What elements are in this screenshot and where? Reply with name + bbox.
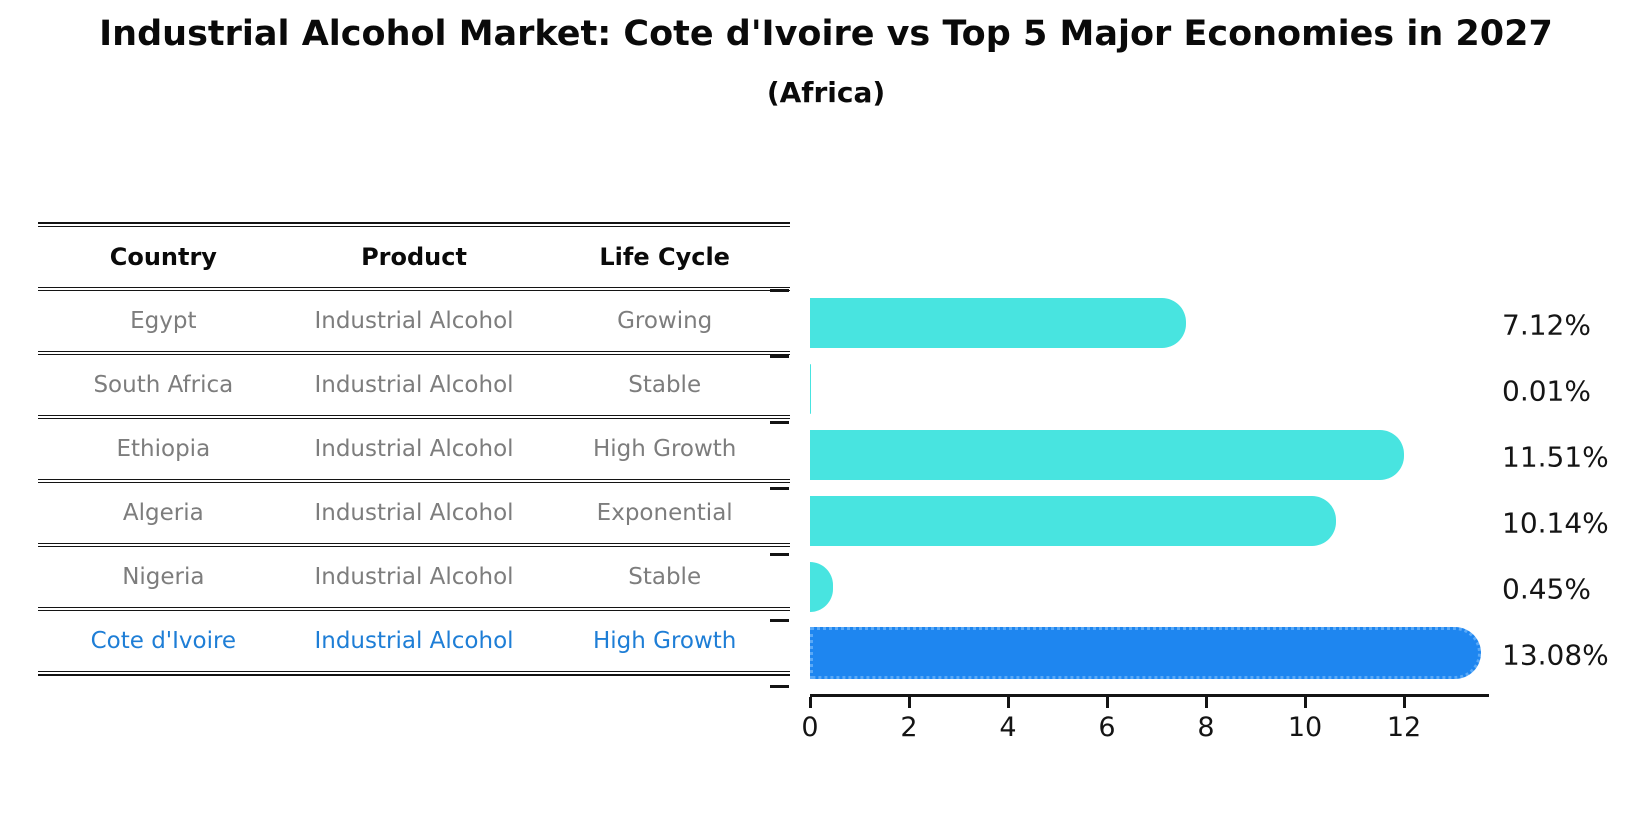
y-axis-minor-tick xyxy=(770,487,789,490)
table-cell-life-cycle: Growing xyxy=(617,308,713,334)
table-header-row: Country Product Life Cycle xyxy=(38,226,790,288)
bar-value-label: 7.12% xyxy=(1502,308,1591,342)
bar-algeria xyxy=(810,496,1336,546)
x-axis-tick-label: 2 xyxy=(900,712,918,743)
table-cell-life-cycle: Exponential xyxy=(596,500,733,526)
table-cell-product: Industrial Alcohol xyxy=(314,372,514,398)
chart-subtitle: (Africa) xyxy=(766,76,886,109)
x-axis-tick-label: 12 xyxy=(1386,712,1422,743)
x-axis-line xyxy=(810,694,1489,697)
y-axis-minor-tick xyxy=(770,355,789,358)
table-cell-product: Industrial Alcohol xyxy=(314,628,514,654)
bar-value-label: 0.45% xyxy=(1502,572,1591,606)
table-cell-life-cycle: Stable xyxy=(628,372,702,398)
table-cell-product: Industrial Alcohol xyxy=(314,564,514,590)
y-axis-minor-tick xyxy=(770,421,789,424)
table-body: Egypt Industrial Alcohol Growing South Afri… xyxy=(38,290,790,672)
table-header-life-cycle: Life Cycle xyxy=(599,243,730,271)
bar-cote-d-ivoire xyxy=(810,627,1482,679)
table-cell-country: Nigeria xyxy=(122,564,205,590)
table-row-ethiopia: Ethiopia Industrial Alcohol High Growth xyxy=(38,418,790,480)
x-axis-tick xyxy=(809,697,812,708)
y-axis-minor-tick xyxy=(770,289,789,292)
table-cell-country: South Africa xyxy=(93,372,234,398)
x-axis-tick xyxy=(908,697,911,708)
table-cell-product: Industrial Alcohol xyxy=(314,500,514,526)
bar-ethiopia xyxy=(810,430,1404,480)
table-row-algeria: Algeria Industrial Alcohol Exponential xyxy=(38,482,790,544)
x-axis-tick xyxy=(1403,697,1406,708)
y-axis-minor-tick xyxy=(770,619,789,622)
table-row-nigeria: Nigeria Industrial Alcohol Stable xyxy=(38,546,790,608)
table-cell-product: Industrial Alcohol xyxy=(314,436,514,462)
x-axis-tick xyxy=(1007,697,1010,708)
table-row-cote-d-ivoire: Cote d'Ivoire Industrial Alcohol High Grow… xyxy=(38,610,790,672)
x-axis-tick xyxy=(1205,697,1208,708)
table-cell-product: Industrial Alcohol xyxy=(314,308,514,334)
chart-title: Industrial Alcohol Market: Cote d'Ivoire… xyxy=(99,14,1553,54)
table-header-country: Country xyxy=(109,243,217,271)
table-cell-life-cycle: High Growth xyxy=(592,436,737,462)
table-cell-country: Ethiopia xyxy=(116,436,211,462)
info-table: Country Product Life Cycle Egypt Industrial… xyxy=(38,222,790,676)
bar-value-label: 10.14% xyxy=(1502,506,1609,540)
table-row-south-africa: South Africa Industrial Alcohol Stable xyxy=(38,354,790,416)
bar-value-label: 0.01% xyxy=(1502,374,1591,408)
y-axis-minor-tick xyxy=(770,685,789,688)
x-axis-tick-label: 8 xyxy=(1197,712,1215,743)
x-axis-tick xyxy=(1106,697,1109,708)
bar-value-label: 13.08% xyxy=(1502,638,1609,672)
x-axis-tick-label: 4 xyxy=(999,712,1017,743)
x-axis-tick-label: 10 xyxy=(1287,712,1323,743)
table-header-product: Product xyxy=(361,243,467,271)
table-cell-country: Egypt xyxy=(130,308,197,334)
table-cell-life-cycle: Stable xyxy=(628,564,702,590)
table-row-egypt: Egypt Industrial Alcohol Growing xyxy=(38,290,790,352)
table-cell-life-cycle: High Growth xyxy=(592,628,737,654)
y-axis-minor-tick xyxy=(770,553,789,556)
bar-south-africa xyxy=(810,364,811,414)
bar-value-label: 11.51% xyxy=(1502,440,1609,474)
x-axis-tick-label: 6 xyxy=(1098,712,1116,743)
bar-egypt xyxy=(810,298,1187,348)
table-cell-country: Algeria xyxy=(122,500,204,526)
table-cell-country: Cote d'Ivoire xyxy=(90,628,237,654)
x-axis-tick-label: 0 xyxy=(801,712,819,743)
bar-nigeria xyxy=(810,562,833,612)
x-axis-tick xyxy=(1304,697,1307,708)
